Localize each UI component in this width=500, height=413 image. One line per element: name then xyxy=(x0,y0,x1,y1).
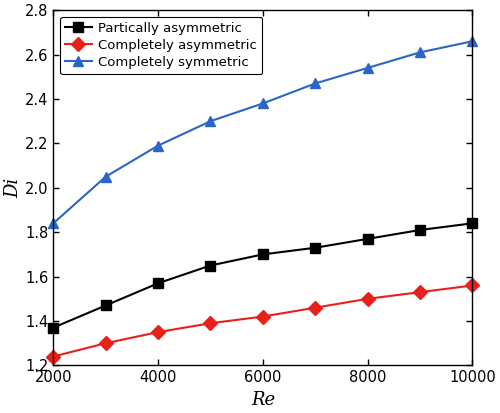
Completely symmetric xyxy=(50,221,56,226)
Completely symmetric xyxy=(260,101,266,106)
Completely asymmetric xyxy=(208,321,214,326)
X-axis label: Re: Re xyxy=(251,391,275,409)
Partically asymmetric xyxy=(470,221,476,226)
Partically asymmetric xyxy=(102,303,108,308)
Partically asymmetric xyxy=(208,263,214,268)
Completely asymmetric xyxy=(364,297,370,301)
Partically asymmetric xyxy=(50,325,56,330)
Line: Completely asymmetric: Completely asymmetric xyxy=(48,280,478,361)
Y-axis label: Di: Di xyxy=(4,178,22,198)
Partically asymmetric xyxy=(417,228,423,233)
Completely symmetric xyxy=(417,50,423,55)
Legend: Partically asymmetric, Completely asymmetric, Completely symmetric: Partically asymmetric, Completely asymme… xyxy=(60,17,262,74)
Completely asymmetric xyxy=(155,330,161,335)
Line: Partically asymmetric: Partically asymmetric xyxy=(48,218,478,332)
Partically asymmetric xyxy=(312,245,318,250)
Completely symmetric xyxy=(364,65,370,70)
Completely asymmetric xyxy=(417,290,423,294)
Completely asymmetric xyxy=(312,305,318,310)
Completely asymmetric xyxy=(50,354,56,359)
Completely symmetric xyxy=(102,174,108,179)
Partically asymmetric xyxy=(364,236,370,241)
Completely asymmetric xyxy=(102,341,108,346)
Completely asymmetric xyxy=(470,283,476,288)
Partically asymmetric xyxy=(260,252,266,257)
Completely symmetric xyxy=(208,119,214,123)
Partically asymmetric xyxy=(155,281,161,286)
Completely symmetric xyxy=(470,39,476,44)
Completely asymmetric xyxy=(260,314,266,319)
Completely symmetric xyxy=(312,81,318,86)
Line: Completely symmetric: Completely symmetric xyxy=(48,36,478,228)
Completely symmetric xyxy=(155,143,161,148)
